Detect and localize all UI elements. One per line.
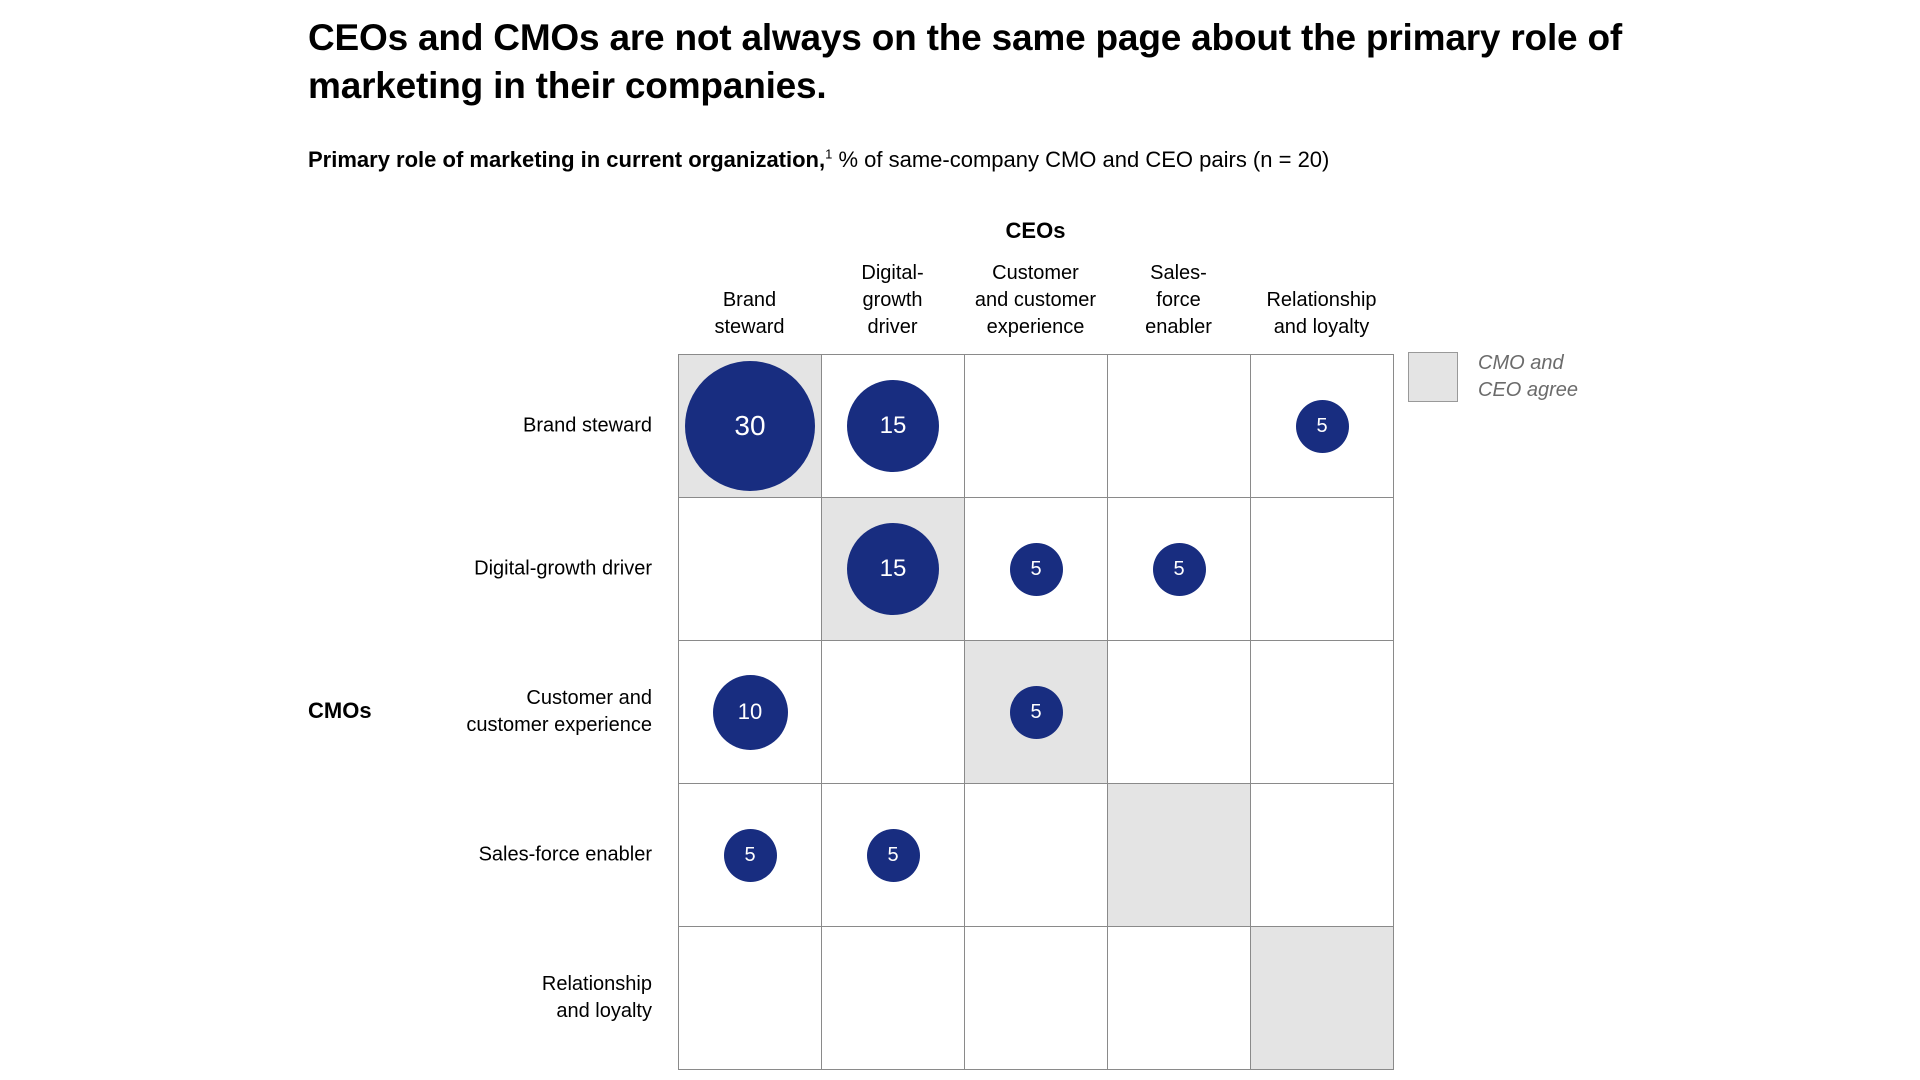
matrix-cell bbox=[1251, 784, 1394, 927]
matrix-cell bbox=[1108, 641, 1251, 784]
matrix-cell-agree bbox=[1251, 927, 1394, 1070]
matrix-cell bbox=[822, 927, 965, 1070]
value-bubble: 5 bbox=[1009, 542, 1063, 596]
matrix-cell: 5 bbox=[1108, 498, 1251, 641]
value-bubble: 5 bbox=[1295, 399, 1349, 453]
row-label: Sales-force enabler bbox=[478, 843, 652, 865]
col-header: Brand steward bbox=[714, 289, 785, 338]
row-label: Relationship and loyalty bbox=[541, 972, 652, 1022]
col-header: Sales- force enabler bbox=[1145, 262, 1212, 338]
row-label: Brand steward bbox=[523, 414, 652, 436]
legend: CMO and CEO agree bbox=[1408, 352, 1586, 404]
matrix-cell: 5 bbox=[1251, 355, 1394, 498]
matrix-cell bbox=[679, 498, 822, 641]
col-header: Digital- growth driver bbox=[861, 262, 924, 338]
matrix-cell bbox=[1108, 927, 1251, 1070]
column-axis-label: CEOs bbox=[1005, 218, 1066, 243]
chart-title-line-2: marketing in their companies. bbox=[308, 65, 827, 106]
col-headers: Brand steward Digital- growth driver Custo… bbox=[678, 230, 1393, 348]
matrix-cell: 5 bbox=[965, 498, 1108, 641]
matrix-grid: 30 15 5 15 5 5 10 5 5 5 bbox=[678, 354, 1394, 1070]
value-bubble: 15 bbox=[847, 523, 939, 615]
legend-label: CMO and CEO agree bbox=[1478, 352, 1579, 401]
row-labels: Brand steward Digital-growth driver Custom… bbox=[330, 354, 652, 1069]
matrix-cell: 5 bbox=[822, 784, 965, 927]
value-bubble: 30 bbox=[685, 361, 815, 491]
matrix-cell bbox=[1251, 641, 1394, 784]
value-bubble: 5 bbox=[1009, 685, 1063, 739]
matrix-cell bbox=[1108, 355, 1251, 498]
matrix-cell bbox=[965, 927, 1108, 1070]
matrix-cell: 15 bbox=[822, 355, 965, 498]
chart-title-line-1: CEOs and CMOs are not always on the same… bbox=[308, 17, 1623, 58]
row-label: Customer and customer experience bbox=[466, 686, 652, 736]
value-bubble: 5 bbox=[723, 828, 777, 882]
matrix-cell: 10 bbox=[679, 641, 822, 784]
matrix-cell bbox=[679, 927, 822, 1070]
col-header: Relationship and loyalty bbox=[1266, 289, 1377, 338]
matrix-cell bbox=[1251, 498, 1394, 641]
chart-subtitle-bold: Primary role of marketing in current org… bbox=[308, 147, 826, 172]
matrix-cell-agree bbox=[1108, 784, 1251, 927]
row-axis-label: CMOs bbox=[308, 698, 372, 723]
value-bubble: 5 bbox=[1152, 542, 1206, 596]
footnote-marker: 1 bbox=[825, 146, 833, 162]
matrix-cell bbox=[965, 784, 1108, 927]
chart-subtitle-rest: % of same-company CMO and CEO pairs (n =… bbox=[832, 147, 1330, 172]
chart-subtitle: Primary role of marketing in current org… bbox=[308, 146, 1329, 174]
chart-title: CEOs and CMOs are not always on the same… bbox=[308, 14, 1622, 110]
matrix-cell-agree: 15 bbox=[822, 498, 965, 641]
matrix-cell bbox=[965, 355, 1108, 498]
matrix-cell: 5 bbox=[679, 784, 822, 927]
value-bubble: 5 bbox=[866, 828, 920, 882]
col-header: Customer and customer experience bbox=[974, 262, 1097, 338]
value-bubble: 15 bbox=[847, 380, 939, 472]
matrix-cell bbox=[822, 641, 965, 784]
matrix-cell-agree: 5 bbox=[965, 641, 1108, 784]
matrix-cell-agree: 30 bbox=[679, 355, 822, 498]
value-bubble: 10 bbox=[712, 674, 788, 750]
legend-swatch bbox=[1408, 352, 1458, 402]
row-label: Digital-growth driver bbox=[474, 557, 652, 579]
